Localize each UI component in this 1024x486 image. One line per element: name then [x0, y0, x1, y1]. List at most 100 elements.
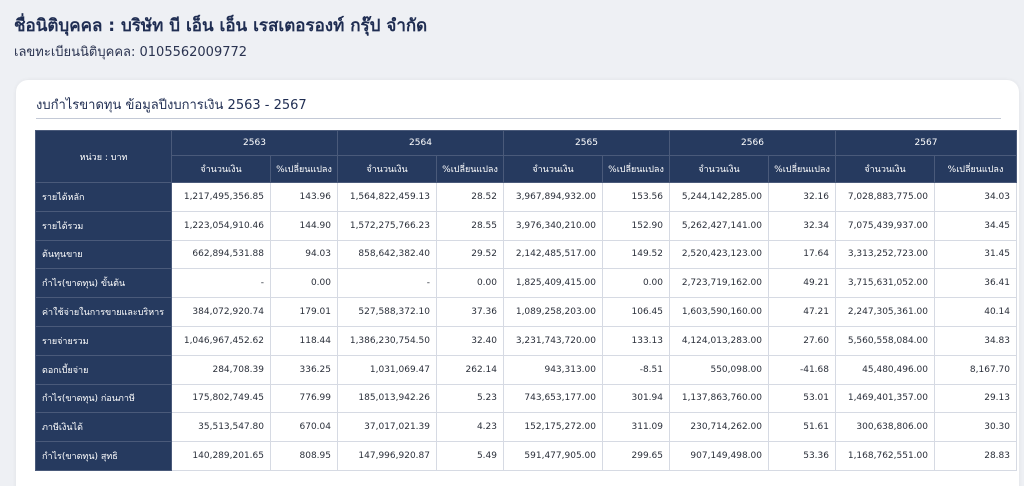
amount-cell: 2,520,423,123.00: [669, 239, 769, 270]
amount-cell: 1,046,967,452.62: [171, 325, 271, 356]
amount-cell: 230,714,262.00: [669, 412, 769, 443]
change-cell: 53.36: [768, 441, 836, 471]
change-cell: 36.41: [934, 268, 1017, 299]
change-cell: 30.30: [934, 412, 1017, 443]
row-label: ต้นทุนขาย: [35, 239, 172, 270]
change-cell: 4.23: [436, 412, 504, 443]
change-cell: 34.45: [934, 210, 1017, 241]
amount-cell: 907,149,498.00: [669, 441, 769, 471]
amount-cell: 1,386,230,754.50: [337, 325, 437, 356]
amount-cell: 527,588,372.10: [337, 297, 437, 327]
amount-cell: 1,217,495,356.85: [171, 182, 271, 212]
table-row: กำไร(ขาดทุน) ขั้นต้น -0.00-0.00 1,825,409,…: [35, 268, 1017, 299]
change-cell: 153.56: [602, 182, 670, 212]
amount-cell: 943,313.00: [503, 354, 603, 385]
change-cell: 31.45: [934, 239, 1017, 270]
amount-cell: 2,723,719,162.00: [669, 268, 769, 299]
table-row: ต้นทุนขาย 662,894,531.88 94.03 858,642,382.…: [35, 239, 1017, 270]
amount-cell: 5,262,427,141.00: [669, 210, 769, 241]
change-cell: 149.52: [602, 239, 670, 270]
amount-cell: 1,825,409,415.00: [503, 268, 603, 299]
change-cell: 32.40: [436, 325, 504, 356]
amount-cell: 45,480,496.00: [835, 354, 935, 385]
change-cell: 28.83: [934, 441, 1017, 471]
change-cell: 106.45: [602, 297, 670, 327]
amount-cell: 3,231,743,720.00: [503, 325, 603, 356]
amount-cell: 35,513,547.80: [171, 412, 271, 443]
amount-cell: 4,124,013,283.00: [669, 325, 769, 356]
amount-cell: 2,142,485,517.00: [503, 239, 603, 270]
change-cell: 40.14: [934, 297, 1017, 327]
change-cell: 17.64: [768, 239, 836, 270]
row-label: รายได้รวม: [35, 210, 172, 241]
change-cell: 0.00: [602, 268, 670, 299]
amount-cell: 7,028,883,775.00: [835, 182, 935, 212]
change-cell: 29.52: [436, 239, 504, 270]
row-label: กำไร(ขาดทุน) ขั้นต้น: [35, 268, 172, 299]
amount-cell: 3,976,340,210.00: [503, 210, 603, 241]
change-cell: 179.01: [270, 297, 338, 327]
change-cell: 29.13: [934, 383, 1017, 414]
change-cell: 152.90: [602, 210, 670, 241]
amount-column-header: จำนวนเงิน: [171, 155, 271, 183]
table-row: ภาษีเงินได้ 35,513,547.80 670.04 37,017,021…: [35, 412, 1017, 443]
amount-cell: 1,572,275,766.23: [337, 210, 437, 241]
row-label: ดอกเบี้ยจ่าย: [35, 354, 172, 385]
table-row: รายจ่ายรวม 1,046,967,452.62 118.44 1,386,23…: [35, 325, 1017, 356]
amount-cell: 284,708.39: [171, 354, 271, 385]
change-cell: 143.96: [270, 182, 338, 212]
amount-column-header: จำนวนเงิน: [503, 155, 603, 183]
registration-number: เลขทะเบียนนิติบุคคล: 0105562009772: [14, 45, 248, 60]
row-label: ค่าใช้จ่ายในการขายและบริหาร: [35, 297, 172, 327]
income-statement-card: งบกำไรขาดทุน ข้อมูลปีงบการเงิน 2563 - 25…: [16, 80, 1019, 486]
change-cell: 27.60: [768, 325, 836, 356]
amount-cell: 743,653,177.00: [503, 383, 603, 414]
change-cell: 311.09: [602, 412, 670, 443]
amount-cell: 140,289,201.65: [171, 441, 271, 471]
card-divider: [36, 118, 1001, 119]
table-row: ดอกเบี้ยจ่าย 284,708.39 336.25 1,031,069.47…: [35, 354, 1017, 385]
change-cell: 28.52: [436, 182, 504, 212]
row-label: กำไร(ขาดทุน) ก่อนภาษี: [35, 383, 172, 414]
amount-cell: 1,469,401,357.00: [835, 383, 935, 414]
change-cell: 37.36: [436, 297, 504, 327]
amount-cell: 1,603,590,160.00: [669, 297, 769, 327]
year-header: 2565: [503, 130, 670, 156]
amount-cell: 1,223,054,910.46: [171, 210, 271, 241]
change-cell: 5.49: [436, 441, 504, 471]
amount-column-header: จำนวนเงิน: [669, 155, 769, 183]
change-cell: 53.01: [768, 383, 836, 414]
amount-cell: 1,089,258,203.00: [503, 297, 603, 327]
amount-cell: -: [171, 268, 271, 299]
income-statement-table: หน่วย : บาท 2563 2564 2565 2566 2567 จำนวนเง…: [35, 130, 1017, 471]
amount-cell: 550,098.00: [669, 354, 769, 385]
change-column-header: %เปลี่ยนแปลง: [768, 155, 836, 183]
change-cell: 28.55: [436, 210, 504, 241]
amount-cell: 185,013,942.26: [337, 383, 437, 414]
amount-cell: 858,642,382.40: [337, 239, 437, 270]
change-cell: 32.16: [768, 182, 836, 212]
amount-cell: 1,137,863,760.00: [669, 383, 769, 414]
change-cell: 776.99: [270, 383, 338, 414]
change-cell: 133.13: [602, 325, 670, 356]
change-cell: 301.94: [602, 383, 670, 414]
year-header: 2566: [669, 130, 836, 156]
year-header: 2564: [337, 130, 504, 156]
change-cell: 118.44: [270, 325, 338, 356]
amount-cell: 7,075,439,937.00: [835, 210, 935, 241]
change-cell: 262.14: [436, 354, 504, 385]
amount-cell: 3,967,894,932.00: [503, 182, 603, 212]
company-name: ชื่อนิติบุคคล : บริษัท บี เอ็น เอ็น เรสเ…: [14, 16, 428, 36]
change-cell: 670.04: [270, 412, 338, 443]
change-cell: 299.65: [602, 441, 670, 471]
row-label: กำไร(ขาดทุน) สุทธิ: [35, 441, 172, 471]
table-row: กำไร(ขาดทุน) สุทธิ 140,289,201.65 808.95 14…: [35, 441, 1017, 471]
amount-cell: 3,715,631,052.00: [835, 268, 935, 299]
amount-cell: 3,313,252,723.00: [835, 239, 935, 270]
row-label: รายได้หลัก: [35, 182, 172, 212]
row-label: รายจ่ายรวม: [35, 325, 172, 356]
change-cell: 336.25: [270, 354, 338, 385]
amount-cell: 300,638,806.00: [835, 412, 935, 443]
change-cell: -8.51: [602, 354, 670, 385]
change-cell: 34.03: [934, 182, 1017, 212]
